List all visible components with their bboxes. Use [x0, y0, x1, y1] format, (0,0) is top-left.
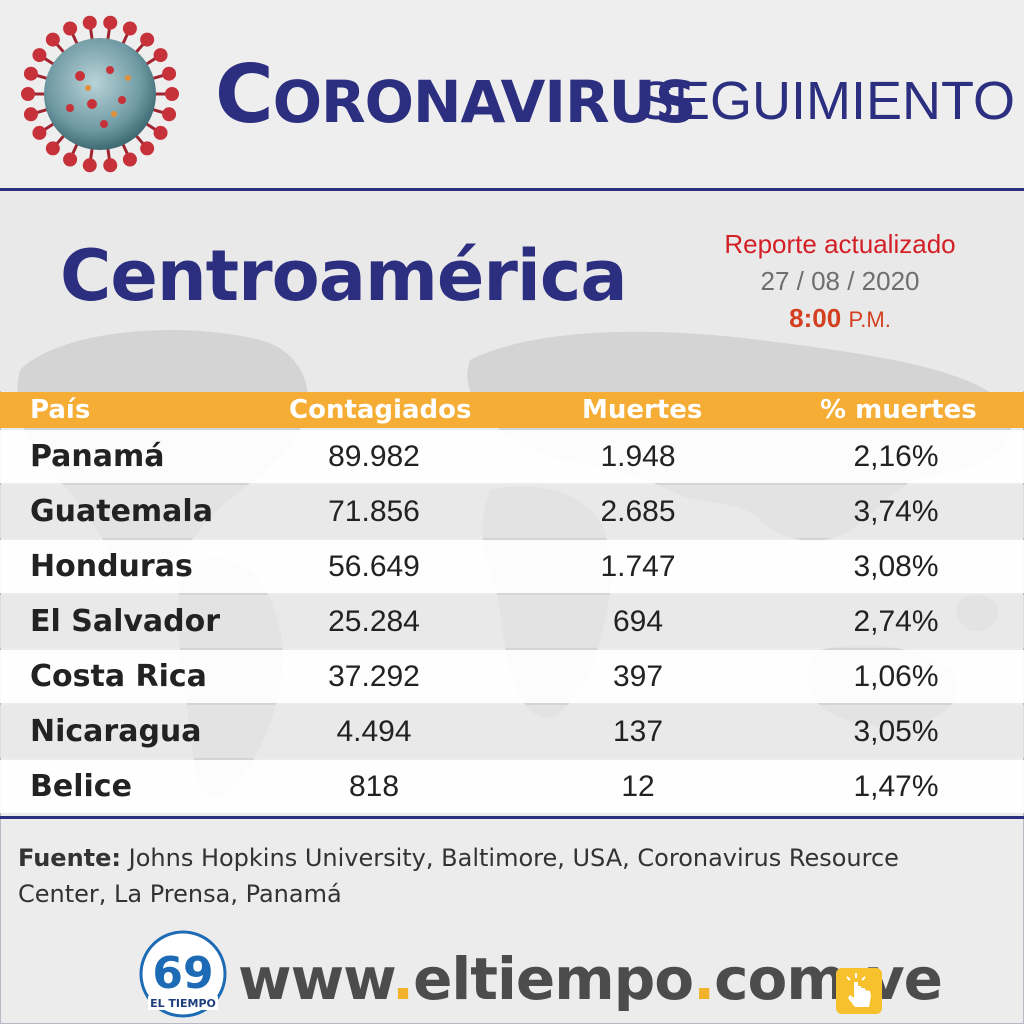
table-row: El Salvador 25.284 694 2,74% [0, 595, 1024, 648]
report-date: 27 / 08 / 2020 [760, 266, 920, 296]
table-row: Panamá 89.982 1.948 2,16% [0, 430, 1024, 483]
cases-cell: 25.284 [328, 605, 420, 638]
table-row: Belice 818 12 1,47% [0, 760, 1024, 813]
header: CORONAVIRUS SEGUIMIENTO [0, 0, 1024, 190]
death-pct-cell: 3,08% [853, 550, 939, 583]
country-cell: Costa Rica [30, 659, 207, 694]
cases-cell: 56.649 [328, 550, 420, 583]
death-pct-cell: 2,16% [853, 440, 939, 473]
coronavirus-icon [21, 15, 179, 173]
death-pct-cell: 1,47% [853, 770, 939, 803]
subtitle: SEGUIMIENTO [638, 71, 1016, 131]
main-title: CORONAVIRUS [215, 48, 696, 141]
country-cell: Belice [30, 769, 132, 804]
table-row: Nicaragua 4.494 137 3,05% [0, 705, 1024, 758]
deaths-cell: 694 [612, 605, 664, 638]
logo-name: EL TIEMPO [150, 997, 216, 1010]
click-hand-icon [836, 968, 882, 1014]
death-pct-cell: 2,74% [853, 605, 939, 638]
death-pct-cell: 3,74% [853, 495, 939, 528]
death-pct-cell: 1,06% [853, 660, 939, 693]
column-header-cases: Contagiados [289, 395, 472, 425]
column-header-death-pct: % muertes [820, 395, 977, 425]
region-title: Centroamérica [60, 235, 628, 317]
report-info: Reporte actualizado 27 / 08 / 2020 8:00 … [720, 226, 960, 338]
source-note: Fuente: Johns Hopkins University, Baltim… [18, 840, 978, 912]
country-cell: Nicaragua [30, 714, 202, 749]
country-cell: Guatemala [30, 494, 213, 529]
country-cell: Honduras [30, 549, 193, 584]
header-divider [0, 188, 1024, 191]
cases-cell: 818 [348, 770, 400, 803]
column-header-deaths: Muertes [582, 395, 703, 425]
cases-cell: 89.982 [328, 440, 420, 473]
website-url[interactable]: www.eltiempo.com.ve [238, 945, 943, 1013]
report-time: 8:00 P.M. [789, 303, 891, 333]
table-body: Panamá 89.982 1.948 2,16% Guatemala 71.8… [0, 430, 1024, 815]
deaths-cell: 397 [612, 660, 664, 693]
country-cell: El Salvador [30, 604, 221, 639]
cases-cell: 37.292 [328, 660, 420, 693]
el-tiempo-logo: 69 EL TIEMPO [139, 930, 227, 1018]
death-pct-cell: 3,05% [853, 715, 939, 748]
cases-cell: 4.494 [336, 715, 412, 748]
country-cell: Panamá [30, 439, 165, 474]
logo-number: 69 [152, 948, 213, 999]
report-label: Reporte actualizado [724, 229, 956, 259]
deaths-cell: 12 [621, 770, 655, 803]
table-header: País Contagiados Muertes % muertes [0, 392, 1024, 428]
table-row: Costa Rica 37.292 397 1,06% [0, 650, 1024, 703]
source-label: Fuente: [18, 844, 121, 872]
table-row: Honduras 56.649 1.747 3,08% [0, 540, 1024, 593]
deaths-cell: 2.685 [600, 495, 676, 528]
column-header-country: País [30, 395, 91, 425]
deaths-cell: 137 [612, 715, 664, 748]
source-text: Johns Hopkins University, Baltimore, USA… [18, 844, 899, 908]
cases-cell: 71.856 [328, 495, 420, 528]
deaths-cell: 1.948 [600, 440, 676, 473]
table-row: Guatemala 71.856 2.685 3,74% [0, 485, 1024, 538]
deaths-cell: 1.747 [600, 550, 676, 583]
table-divider [0, 816, 1024, 819]
